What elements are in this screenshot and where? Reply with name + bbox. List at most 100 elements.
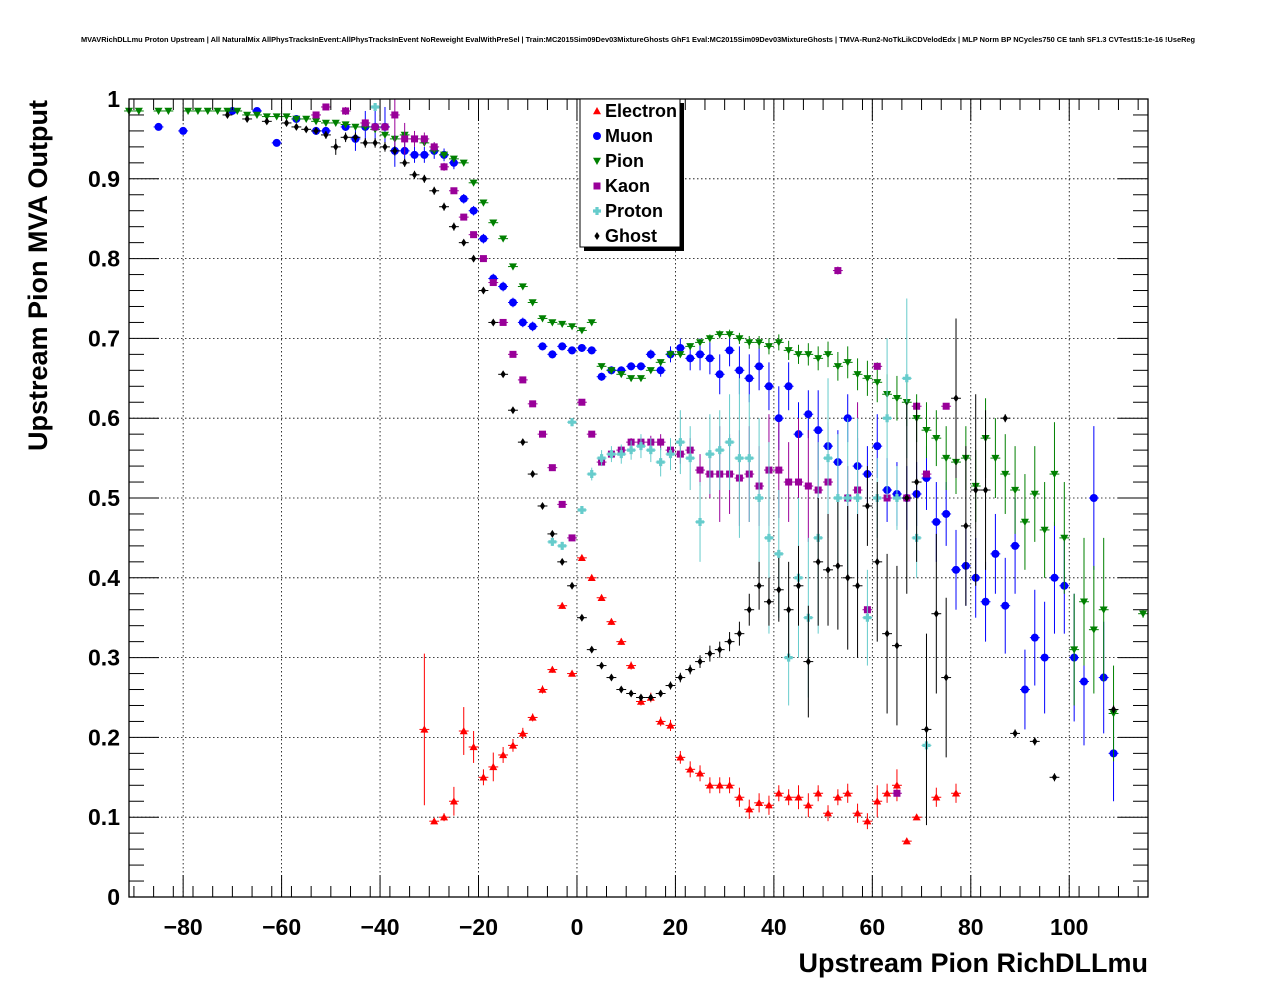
data-point [1110,705,1117,714]
data-point [922,470,930,478]
data-point [873,362,881,370]
data-point [766,597,772,606]
data-point [981,597,990,606]
data-point [636,375,645,383]
data-point [568,418,577,427]
data-point [833,793,842,801]
data-point [696,769,705,777]
data-point [264,117,270,126]
data-point [411,170,418,179]
data-point [834,267,842,275]
data-point [795,581,802,590]
legend-marker-muon [593,132,601,140]
data-point [774,339,783,347]
data-point [529,400,537,408]
data-point [1060,534,1069,542]
data-point [489,762,498,771]
data-point [213,107,222,115]
data-point [1109,710,1118,718]
series-ghost [222,110,1119,826]
y-tick-label: 0.3 [88,645,120,671]
data-point [636,362,645,371]
data-point [735,793,744,801]
data-point [982,486,989,495]
data-point [1020,518,1029,526]
data-point [656,717,665,725]
data-point [646,350,655,359]
data-point [656,359,665,367]
x-tick-label: 60 [860,914,886,940]
data-point [577,553,586,562]
data-point [666,450,675,459]
data-point [179,126,188,135]
data-point [549,529,555,538]
data-point [587,346,596,355]
data-point [469,742,478,751]
data-point [489,279,497,287]
data-point [312,118,321,126]
legend-label-pion: Pion [605,151,644,171]
data-point [459,194,468,203]
data-point [657,438,665,446]
data-point [479,199,488,207]
data-point [884,629,890,638]
data-point [371,123,379,131]
data-point [833,363,842,371]
data-point [608,673,615,682]
data-point [558,342,567,351]
data-point [658,689,664,698]
data-point [1001,470,1010,479]
data-point [715,331,724,339]
data-point [1030,633,1039,642]
data-point [933,609,939,618]
data-point [696,350,705,359]
data-point [833,494,842,502]
data-point [627,375,636,383]
data-point [707,649,713,658]
data-point [184,107,193,115]
data-point [735,335,744,343]
data-point [322,103,330,111]
data-point [508,298,517,307]
data-point [873,797,882,805]
legend-marker-proton [593,207,601,215]
x-axis-title: Upstream Pion RichDLLmu [798,948,1148,978]
data-point [597,593,606,601]
data-point [568,534,576,542]
data-point [518,729,527,737]
data-point [607,367,616,375]
data-point [942,454,951,463]
axes: −80 −60 −40 −20 0 20 40 60 80 100 0 0.1 0.2 0.3 0.4 0.5… [88,86,1148,940]
data-point [450,187,458,195]
data-point [883,414,892,423]
data-point [282,113,291,121]
legend-marker-kaon [593,182,601,190]
data-point [874,557,880,566]
data-point [705,781,714,789]
x-tick-label: −20 [459,914,498,940]
data-point [794,793,803,801]
data-point [804,410,813,419]
data-point [579,613,585,622]
data-point [804,482,812,490]
data-point [558,500,566,508]
data-point [500,370,506,379]
data-point [863,817,872,825]
data-point [745,454,754,463]
data-point [923,725,930,734]
data-point [676,753,685,761]
data-point [381,123,389,131]
data-point [233,107,242,115]
data-point [892,781,901,789]
data-point [548,665,557,673]
data-point [755,339,764,347]
data-point [401,135,409,143]
data-point [1040,526,1049,534]
legend-label-muon: Muon [605,126,653,146]
data-point [1012,729,1018,738]
data-point [548,464,556,472]
y-tick-label: 0.8 [88,246,120,272]
data-point [479,773,488,781]
data-point [352,133,359,142]
